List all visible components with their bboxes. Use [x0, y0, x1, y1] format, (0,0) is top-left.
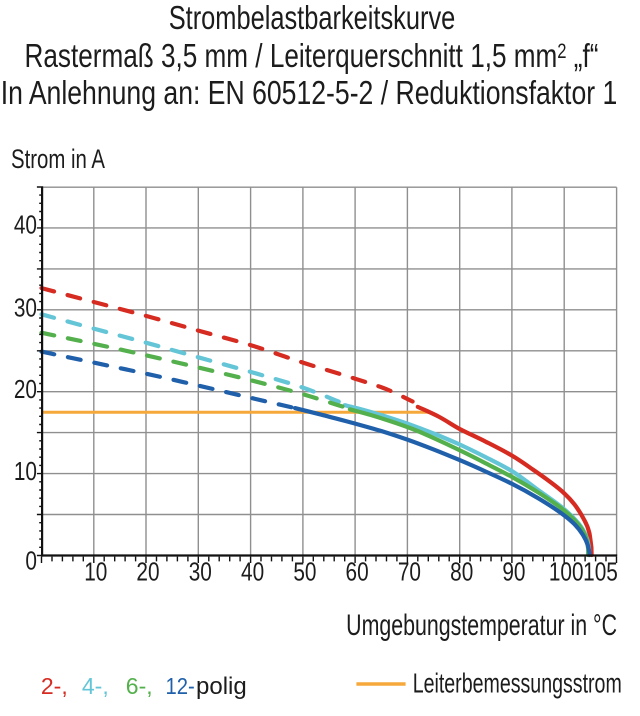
svg-text:0: 0: [25, 546, 37, 575]
svg-text:10: 10: [14, 457, 37, 486]
svg-text:100: 100: [549, 557, 584, 586]
svg-text:2-,: 2-,: [41, 673, 68, 699]
svg-text:90: 90: [502, 557, 525, 586]
svg-text:20: 20: [14, 375, 37, 404]
svg-text:60: 60: [346, 557, 369, 586]
svg-text:6-,: 6-,: [126, 673, 153, 699]
svg-text:70: 70: [398, 557, 421, 586]
svg-text:Leiterbemessungsstrom: Leiterbemessungsstrom: [413, 668, 622, 699]
svg-text:10: 10: [84, 557, 107, 586]
svg-text:Strom in A: Strom in A: [11, 144, 105, 174]
svg-text:80: 80: [450, 557, 473, 586]
svg-text:40: 40: [14, 210, 37, 239]
svg-text:105: 105: [583, 557, 618, 586]
svg-text:30: 30: [189, 557, 212, 586]
svg-text:50: 50: [293, 557, 316, 586]
svg-text:Rastermaß 3,5 mm / Leiterquers: Rastermaß 3,5 mm / Leiterquerschnitt 1,5…: [25, 38, 599, 75]
svg-text:Strombelastbarkeitskurve: Strombelastbarkeitskurve: [169, 0, 456, 37]
svg-text:In Anlehnung an: EN 60512-5-2: In Anlehnung an: EN 60512-5-2 / Reduktio…: [1, 75, 618, 111]
svg-text:Umgebungstemperatur in °C: Umgebungstemperatur in °C: [346, 607, 617, 642]
svg-text:30: 30: [14, 293, 37, 322]
svg-text:20: 20: [136, 557, 159, 586]
svg-text:polig: polig: [196, 673, 247, 700]
svg-text:4-,: 4-,: [82, 673, 109, 699]
svg-text:40: 40: [241, 557, 264, 586]
svg-text:12-: 12-: [166, 673, 195, 700]
